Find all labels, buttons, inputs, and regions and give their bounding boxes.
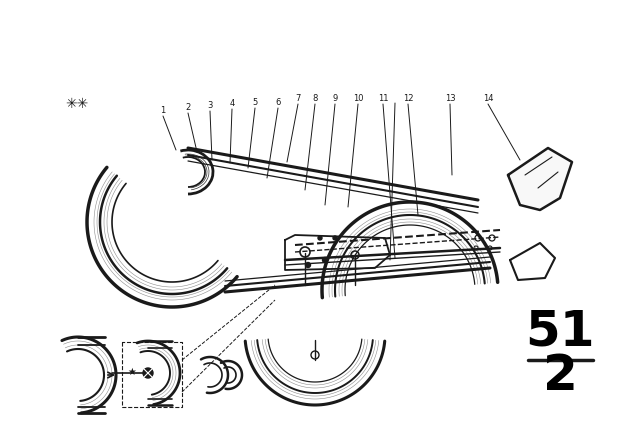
Circle shape xyxy=(305,263,310,267)
Text: 8: 8 xyxy=(312,94,317,103)
Text: 6: 6 xyxy=(275,98,281,107)
Circle shape xyxy=(143,368,153,378)
Circle shape xyxy=(318,236,322,240)
Text: 9: 9 xyxy=(332,94,338,103)
Text: 3: 3 xyxy=(207,101,212,110)
Text: 5: 5 xyxy=(252,98,258,107)
Polygon shape xyxy=(508,148,572,210)
Text: 12: 12 xyxy=(403,94,413,103)
Text: 14: 14 xyxy=(483,94,493,103)
Text: 2: 2 xyxy=(186,103,191,112)
Text: 4: 4 xyxy=(229,99,235,108)
Text: 10: 10 xyxy=(353,94,364,103)
Text: 51: 51 xyxy=(525,307,595,355)
Text: 1: 1 xyxy=(161,106,166,115)
Text: 2: 2 xyxy=(543,352,577,400)
Text: ✳✳: ✳✳ xyxy=(65,97,88,111)
Text: 13: 13 xyxy=(445,94,455,103)
Circle shape xyxy=(323,258,328,263)
Text: 7: 7 xyxy=(295,94,301,103)
Text: 11: 11 xyxy=(378,94,388,103)
Text: ★: ★ xyxy=(127,367,136,377)
Circle shape xyxy=(333,236,337,240)
